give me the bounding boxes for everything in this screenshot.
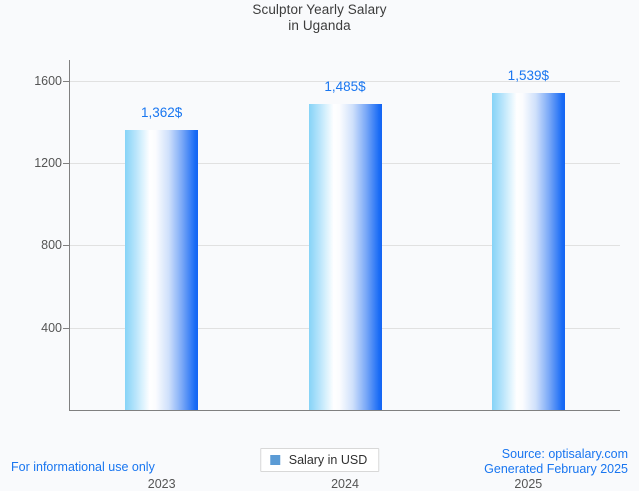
chart-legend[interactable]: Salary in USD [259,448,380,472]
bar-value-label: 1,539$ [507,68,549,84]
chart-title-line-1: Sculptor Yearly Salary [252,2,387,17]
chart-title: Sculptor Yearly Salary in Uganda [0,2,639,34]
x-axis-line [69,410,620,411]
bar-value-label: 1,362$ [141,104,183,120]
legend-swatch-icon [269,455,280,465]
generated-text: Generated February 2025 [484,462,628,476]
y-axis-line [69,60,70,411]
y-axis-tick-mark [63,245,69,247]
y-axis-tick-label: 800 [41,238,62,253]
y-axis-tick-mark [63,162,69,164]
bar-2025[interactable] [491,93,565,410]
disclaimer-text: For informational use only [11,460,155,474]
y-axis-tick-mark [63,327,69,329]
source-block: Source: optisalary.com Generated Februar… [484,447,628,477]
x-axis-tick-label: 2025 [514,477,543,491]
y-axis-tick-label: 400 [41,320,62,335]
y-axis-tick-label: 1200 [34,155,62,170]
legend-item-label: Salary in USD [288,453,368,467]
bar-2024[interactable] [308,104,382,410]
gridline [70,80,620,82]
bar-2023[interactable] [125,129,199,410]
x-axis-tick-label: 2023 [147,477,176,491]
plot-area: 1,362$ 2023 1,485$ 2024 1,539$ 2025 [70,60,620,491]
y-axis-tick-mark [63,80,69,82]
x-axis-tick-label: 2024 [331,477,359,491]
y-axis-tick-label: 1600 [34,73,62,88]
chart-title-line-2: in Uganda [288,18,351,33]
bar-value-label: 1,485$ [324,79,366,95]
source-text: Source: optisalary.com [501,447,628,461]
